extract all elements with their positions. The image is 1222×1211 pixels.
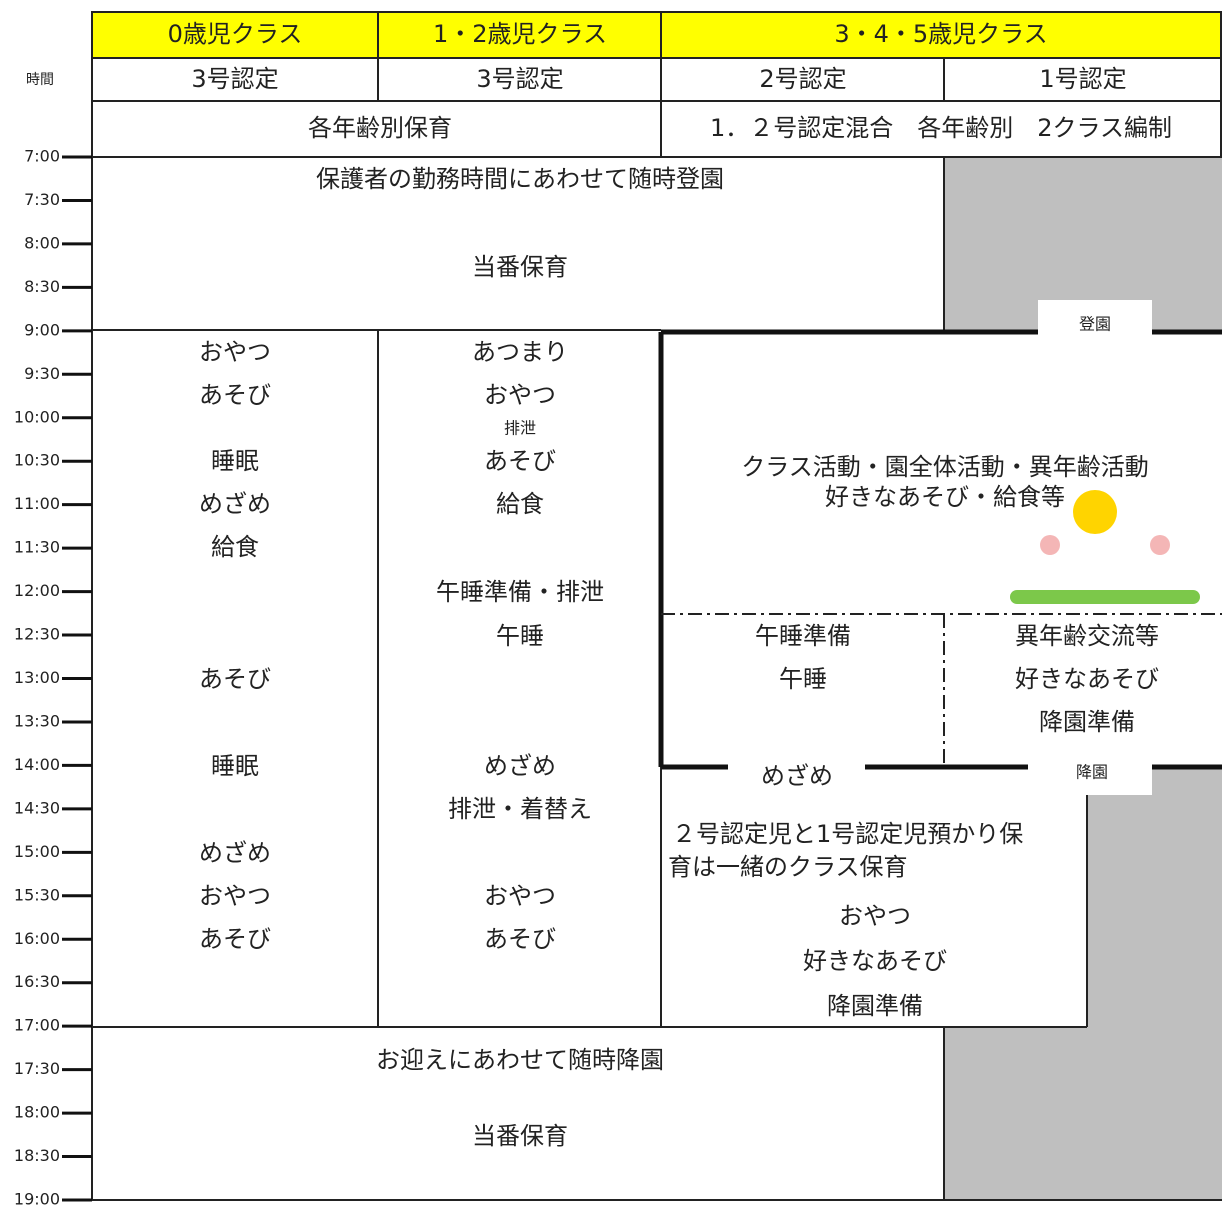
text: 好きなあそび (1015, 665, 1159, 693)
text: ２号認定児と1号認定児預かり保 (672, 820, 1023, 848)
text: 当番保育 (472, 253, 568, 281)
text: 当番保育 (472, 1122, 568, 1150)
time-tick-label: 11:00 (14, 494, 60, 513)
time-tick-label: 18:30 (14, 1146, 60, 1165)
class-name: 3・4・5歳児クラス (834, 20, 1047, 48)
time-tick-label: 13:00 (14, 668, 60, 687)
activity: おやつ (199, 338, 271, 366)
label-box (1028, 752, 1152, 795)
time-tick-label: 17:30 (14, 1059, 60, 1078)
time-tick-label: 11:30 (14, 538, 60, 557)
class-name: 0歳児クラス (168, 20, 303, 48)
style: 各年齢別保育 (308, 114, 452, 142)
text: 降園準備 (827, 992, 923, 1020)
gray-area (944, 1027, 1222, 1200)
text: 好きなあそび (803, 947, 947, 975)
text: お迎えにあわせて随時降園 (376, 1046, 664, 1074)
class-name: 1・2歳児クラス (433, 20, 607, 48)
activity: 午睡 (496, 622, 544, 650)
time-tick-label: 7:00 (24, 147, 60, 166)
activity: あそび (484, 925, 556, 953)
time-tick-label: 10:30 (14, 451, 60, 470)
activity: 排泄 (504, 419, 536, 438)
time-tick-label: 17:00 (14, 1016, 60, 1035)
text: 午睡準備 (755, 622, 851, 650)
label-box (1038, 300, 1152, 346)
time-tick-label: 15:00 (14, 842, 60, 861)
activity: 排泄・着替え (448, 795, 592, 823)
text: めざめ (761, 762, 833, 790)
activity: あつまり (472, 338, 568, 366)
illustration (1010, 490, 1200, 604)
header-bg (92, 12, 1221, 58)
gray-area (1087, 767, 1222, 1027)
thick-border (658, 329, 1222, 770)
text: 異年齢交流等 (1015, 622, 1159, 650)
activity: あそび (199, 381, 271, 409)
text: 保護者の勤務時間にあわせて随時登園 (316, 165, 724, 193)
text: クラス活動・園全体活動・異年齢活動 (741, 453, 1149, 481)
activity: あそび (199, 665, 271, 693)
time-tick-label: 8:00 (24, 233, 60, 252)
text: 降園準備 (1039, 708, 1135, 736)
activity: めざめ (199, 839, 271, 867)
time-tick-label: 8:30 (24, 277, 60, 296)
time-label: 時間 (26, 72, 54, 88)
time-tick-label: 9:00 (24, 320, 60, 339)
activity: めざめ (484, 752, 556, 780)
certification: 2号認定 (759, 65, 846, 93)
activity: 睡眠 (211, 447, 259, 475)
certification: 3号認定 (191, 65, 278, 93)
time-tick-label: 16:00 (14, 929, 60, 948)
activity: あそび (484, 447, 556, 475)
text: 好きなあそび・給食等 (825, 483, 1065, 511)
time-tick-label: 18:00 (14, 1103, 60, 1122)
activity: おやつ (484, 882, 556, 910)
activity: 午睡準備・排泄 (436, 578, 604, 606)
time-tick-label: 10:00 (14, 407, 60, 426)
time-tick-label: 16:30 (14, 972, 60, 991)
time-tick-label: 12:00 (14, 581, 60, 600)
activity: あそび (199, 925, 271, 953)
time-tick-label: 15:30 (14, 885, 60, 904)
style: 1．２号認定混合 各年齢別 2クラス編制 (710, 114, 1172, 142)
time-tick-label: 14:30 (14, 798, 60, 817)
text: 育は一緒のクラス保育 (668, 853, 908, 881)
label: 登園 (1079, 315, 1111, 334)
certification: 1号認定 (1039, 65, 1126, 93)
time-tick-label: 12:30 (14, 625, 60, 644)
time-tick-label: 14:00 (14, 755, 60, 774)
text: 午睡 (779, 665, 827, 693)
time-tick-label: 9:30 (24, 364, 60, 383)
text: おやつ (839, 902, 911, 930)
time-tick-label: 19:00 (14, 1190, 60, 1208)
activity: 給食 (496, 490, 544, 518)
certification: 3号認定 (476, 65, 563, 93)
label: 降園 (1076, 763, 1108, 782)
activity: おやつ (484, 381, 556, 409)
activity: おやつ (199, 882, 271, 910)
time-tick-label: 7:30 (24, 190, 60, 209)
activity: めざめ (199, 490, 271, 518)
time-tick-label: 13:30 (14, 711, 60, 730)
activity: 給食 (211, 533, 259, 561)
activity: 睡眠 (211, 752, 259, 780)
